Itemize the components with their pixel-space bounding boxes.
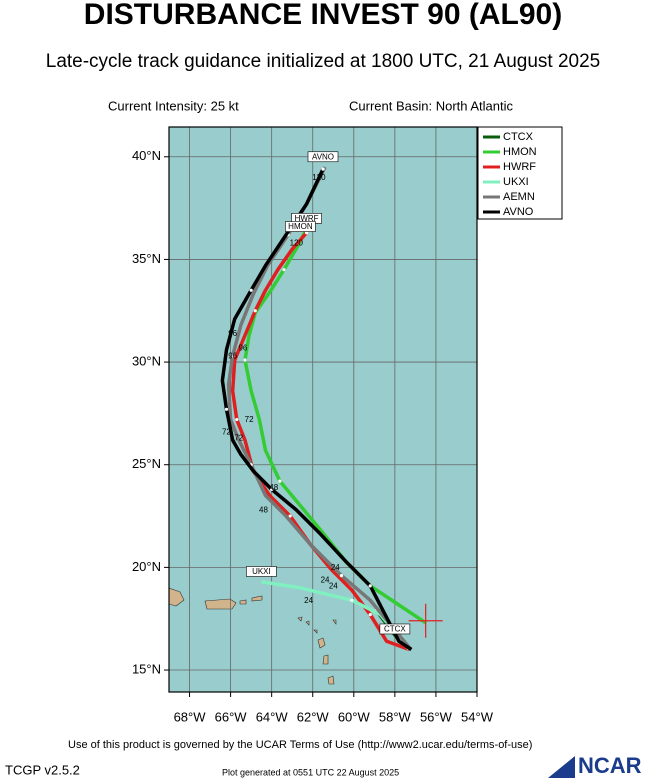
annotation: 96 xyxy=(228,329,237,338)
x-tick-label: 58°W xyxy=(379,709,412,724)
map-frame xyxy=(168,126,478,693)
x-tick-label: 64°W xyxy=(256,709,289,724)
legend-label: HMON xyxy=(503,146,537,158)
annotation-box xyxy=(307,151,339,163)
annotation: 120 xyxy=(290,239,304,248)
annotation: 24 xyxy=(304,596,313,605)
x-tick-label: 66°W xyxy=(215,709,248,724)
track-point xyxy=(231,354,235,358)
legend-label: UKXI xyxy=(503,176,529,188)
track-point xyxy=(282,268,286,272)
annotation: 48 xyxy=(259,506,268,515)
track-point xyxy=(350,598,354,602)
x-tick-label: 60°W xyxy=(338,709,371,724)
x-tick-label: 54°W xyxy=(461,709,494,724)
x-tick-label: 68°W xyxy=(174,709,207,724)
chart-subtitle: Late-cycle track guidance initialized at… xyxy=(46,51,601,72)
annotation: 120 xyxy=(312,173,326,182)
terms: Use of this product is governed by the U… xyxy=(68,739,532,751)
legend-label: CTCX xyxy=(503,131,534,143)
track xyxy=(230,231,410,652)
annotation-box xyxy=(285,221,316,232)
annotation: 72 xyxy=(245,415,254,424)
logo: NCAR xyxy=(578,753,642,778)
x-tick-label: 62°W xyxy=(297,709,330,724)
y-tick-label: 20°N xyxy=(132,559,161,574)
track-point xyxy=(288,514,292,518)
annotation: 96 xyxy=(238,343,247,352)
track-point xyxy=(243,358,247,362)
generated: Plot generated at 0551 UTC 22 August 202… xyxy=(222,767,399,777)
chart-title: DISTURBANCE INVEST 90 (AL90) xyxy=(84,0,562,31)
annotation: 72 xyxy=(222,427,231,436)
track-point xyxy=(249,288,253,292)
track-point xyxy=(224,407,229,411)
ocean xyxy=(169,127,477,692)
annotation: 24 xyxy=(329,581,338,590)
annotation: 48 xyxy=(269,483,278,492)
track-point xyxy=(368,612,372,617)
annotation: AVNO xyxy=(312,152,334,161)
annotation: 24 xyxy=(321,575,330,584)
y-tick-label: 35°N xyxy=(132,251,161,266)
track-point xyxy=(235,417,239,422)
legend-label: AVNO xyxy=(503,206,534,218)
logo-mark xyxy=(548,756,575,778)
annotation-box xyxy=(246,566,277,577)
annotation: CTCX xyxy=(384,625,406,634)
legend xyxy=(477,126,563,220)
y-tick-label: 25°N xyxy=(132,456,161,471)
track-point xyxy=(304,231,309,235)
intensity: Current Intensity: 25 kt xyxy=(108,98,239,113)
legend-label: HWRF xyxy=(503,161,536,173)
land xyxy=(169,587,337,685)
track-point xyxy=(278,479,282,483)
track-point xyxy=(253,309,257,313)
track-point xyxy=(321,167,325,171)
track-point xyxy=(368,584,372,588)
annotation: 72 xyxy=(234,434,243,443)
x-tick-label: 56°W xyxy=(420,709,453,724)
legend-label: AEMN xyxy=(503,191,535,203)
annotation: UKXI xyxy=(252,567,271,576)
annotation: HWRF xyxy=(295,214,319,223)
annotation: 96 xyxy=(228,352,237,361)
version: TCGP v2.5.2 xyxy=(5,762,80,777)
annotation-box xyxy=(379,623,411,635)
track xyxy=(220,168,413,651)
y-tick-label: 40°N xyxy=(132,148,161,163)
y-tick-label: 30°N xyxy=(132,354,161,369)
current-position xyxy=(408,603,443,638)
basin: Current Basin: North Atlantic xyxy=(349,98,514,113)
track-point xyxy=(339,573,344,578)
track-point xyxy=(270,487,274,491)
annotation: HMON xyxy=(288,222,313,231)
annotation: 24 xyxy=(331,563,340,572)
y-tick-label: 15°N xyxy=(132,661,161,676)
